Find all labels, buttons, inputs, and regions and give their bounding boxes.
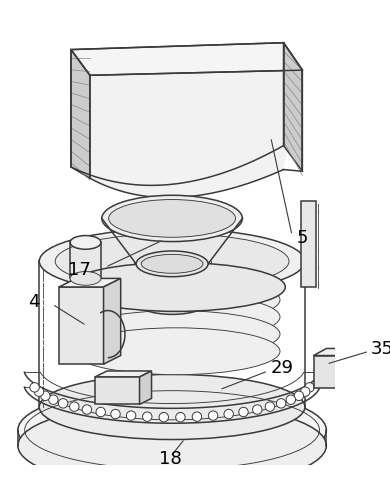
Circle shape xyxy=(82,405,92,414)
Polygon shape xyxy=(349,349,362,388)
Ellipse shape xyxy=(109,200,236,237)
Ellipse shape xyxy=(18,387,326,473)
Ellipse shape xyxy=(55,233,289,289)
Text: 35: 35 xyxy=(371,340,390,358)
Polygon shape xyxy=(90,70,302,198)
Text: 29: 29 xyxy=(271,360,294,377)
Circle shape xyxy=(239,407,248,416)
Ellipse shape xyxy=(70,235,101,249)
Ellipse shape xyxy=(18,403,326,488)
Circle shape xyxy=(294,391,303,400)
Polygon shape xyxy=(314,349,362,356)
Circle shape xyxy=(277,398,286,408)
Polygon shape xyxy=(284,43,302,172)
Text: 18: 18 xyxy=(159,450,182,468)
Text: 17: 17 xyxy=(67,261,90,279)
Circle shape xyxy=(265,402,275,411)
Ellipse shape xyxy=(136,251,208,277)
Polygon shape xyxy=(71,43,302,75)
Circle shape xyxy=(300,387,310,396)
Polygon shape xyxy=(71,50,90,178)
Polygon shape xyxy=(95,371,152,377)
Circle shape xyxy=(49,395,58,404)
Ellipse shape xyxy=(73,328,280,375)
Polygon shape xyxy=(59,287,103,364)
Ellipse shape xyxy=(39,374,305,440)
Text: 4: 4 xyxy=(28,293,40,310)
Polygon shape xyxy=(95,377,140,404)
Circle shape xyxy=(305,383,314,392)
Circle shape xyxy=(41,391,50,400)
Circle shape xyxy=(176,412,185,422)
Ellipse shape xyxy=(39,229,305,294)
Circle shape xyxy=(208,411,218,421)
Text: 5: 5 xyxy=(296,229,308,247)
Circle shape xyxy=(286,395,296,404)
Circle shape xyxy=(192,412,202,422)
Polygon shape xyxy=(314,356,349,388)
Ellipse shape xyxy=(102,195,242,241)
Circle shape xyxy=(96,407,105,416)
Ellipse shape xyxy=(67,263,285,311)
Circle shape xyxy=(111,409,120,419)
Circle shape xyxy=(253,405,262,414)
Circle shape xyxy=(126,411,136,421)
Circle shape xyxy=(58,398,68,408)
Ellipse shape xyxy=(133,285,211,314)
Circle shape xyxy=(224,409,233,419)
Circle shape xyxy=(143,412,152,422)
Circle shape xyxy=(159,412,168,422)
Ellipse shape xyxy=(70,272,101,285)
Polygon shape xyxy=(301,201,316,287)
Circle shape xyxy=(30,383,39,392)
Polygon shape xyxy=(140,371,152,404)
Circle shape xyxy=(34,387,44,396)
Ellipse shape xyxy=(73,311,280,358)
Ellipse shape xyxy=(73,276,280,323)
Polygon shape xyxy=(59,278,121,287)
Ellipse shape xyxy=(73,294,280,341)
Circle shape xyxy=(69,402,79,411)
Polygon shape xyxy=(103,278,121,364)
Ellipse shape xyxy=(141,255,203,273)
